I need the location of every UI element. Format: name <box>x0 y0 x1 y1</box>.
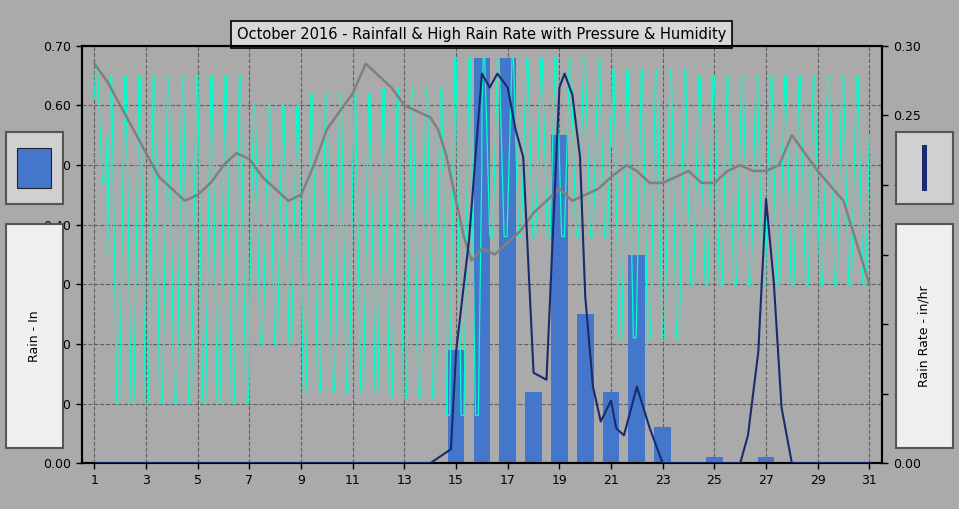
Text: Rain - In: Rain - In <box>28 310 41 362</box>
Bar <box>628 254 645 463</box>
Bar <box>758 457 775 463</box>
Bar <box>706 457 723 463</box>
Bar <box>500 58 516 463</box>
Bar <box>576 314 594 463</box>
Bar <box>474 58 490 463</box>
Bar <box>448 350 464 463</box>
Bar <box>551 135 568 463</box>
Bar <box>526 391 542 463</box>
Bar <box>654 428 671 463</box>
Bar <box>602 391 620 463</box>
Text: Rain Rate - in/hr: Rain Rate - in/hr <box>918 285 931 387</box>
Title: October 2016 - Rainfall & High Rain Rate with Pressure & Humidity: October 2016 - Rainfall & High Rain Rate… <box>237 27 727 42</box>
